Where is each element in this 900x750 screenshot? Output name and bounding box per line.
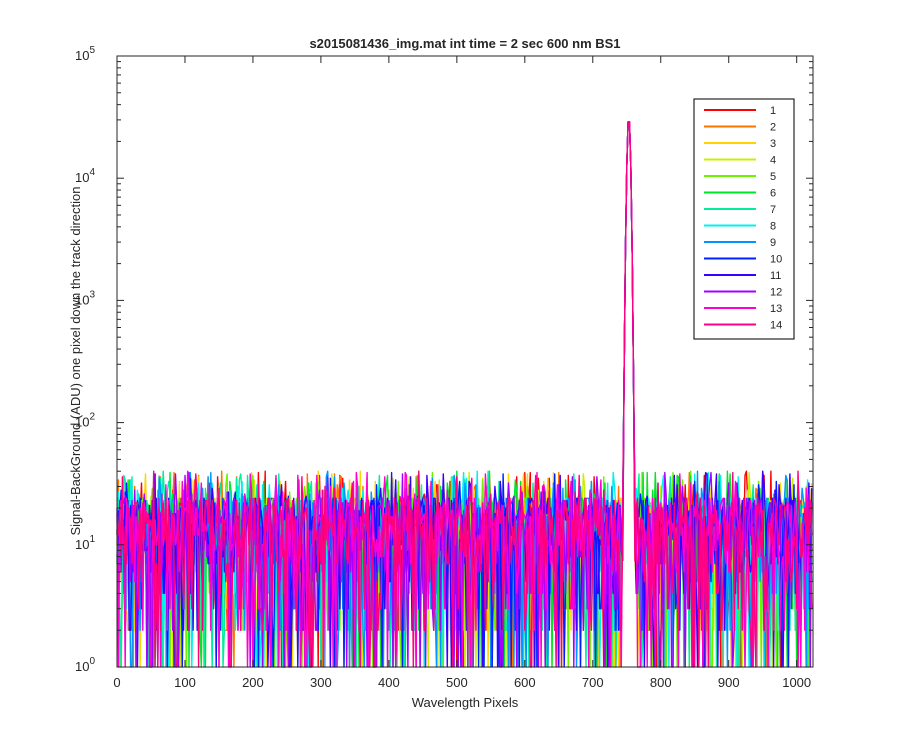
x-axis-label: Wavelength Pixels — [412, 695, 519, 710]
x-tick-label: 0 — [113, 675, 120, 690]
x-tick-label: 500 — [446, 675, 468, 690]
x-tick-label: 400 — [378, 675, 400, 690]
x-tick-label: 600 — [514, 675, 536, 690]
series-line-14 — [117, 121, 813, 668]
x-tick-label: 100 — [174, 675, 196, 690]
legend-box — [693, 98, 795, 340]
plot-box — [116, 55, 814, 668]
x-tick-label: 200 — [242, 675, 264, 690]
legend-label-4: 4 — [770, 155, 776, 167]
y-axis-label: Signal-BackGround (ADU) one pixel down t… — [68, 186, 83, 535]
legend-label-9: 9 — [770, 237, 776, 249]
legend-label-7: 7 — [770, 204, 776, 216]
x-tick-label: 1000 — [782, 675, 811, 690]
legend-label-10: 10 — [770, 254, 782, 266]
legend-label-11: 11 — [770, 270, 781, 282]
legend-label-13: 13 — [770, 303, 782, 315]
legend-label-8: 8 — [770, 221, 776, 233]
legend-label-3: 3 — [770, 138, 776, 150]
x-axis: 0 100 200 300 400 500 600 700 800 900 1000 — [113, 56, 811, 690]
legend-label-6: 6 — [770, 188, 776, 200]
series-traces — [116, 121, 813, 668]
legend-label-14: 14 — [770, 320, 782, 332]
x-tick-label: 800 — [650, 675, 672, 690]
x-tick-label: 900 — [718, 675, 740, 690]
legend-label-12: 12 — [770, 287, 782, 299]
legend-label-2: 2 — [770, 122, 776, 134]
x-tick-label: 300 — [310, 675, 332, 690]
chart-title: s2015081436_img.mat int time = 2 sec 600… — [309, 36, 620, 51]
x-tick-label: 700 — [582, 675, 604, 690]
legend-label-1: 1 — [770, 105, 776, 117]
legend-label-5: 5 — [770, 171, 776, 183]
